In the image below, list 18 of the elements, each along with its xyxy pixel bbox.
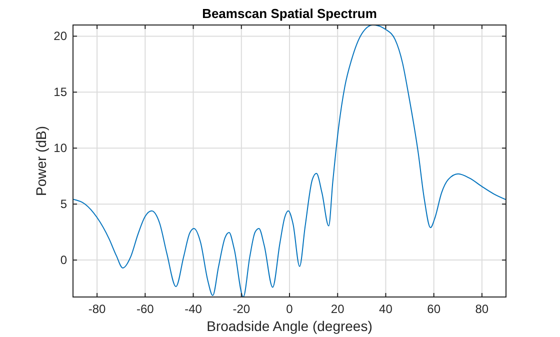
y-tick-label: 20 xyxy=(54,29,68,44)
y-tick-label: 0 xyxy=(60,253,68,268)
y-tick-label: 15 xyxy=(54,85,68,100)
x-tick-label: -80 xyxy=(88,302,106,316)
x-tick-label: 60 xyxy=(427,302,441,316)
x-tick-label: -40 xyxy=(184,302,202,316)
x-axis-title: Broadside Angle (degrees) xyxy=(206,318,372,334)
x-tick-label: 20 xyxy=(330,302,345,316)
y-tick-label: 5 xyxy=(60,197,68,212)
line-series xyxy=(73,24,506,298)
x-tick-label: 80 xyxy=(475,302,489,316)
y-axis-title: Power (dB) xyxy=(33,126,49,196)
x-tick-label: -20 xyxy=(232,302,250,316)
chart-title: Beamscan Spatial Spectrum xyxy=(202,6,377,21)
y-tick-label: 10 xyxy=(54,141,68,156)
x-tick-label: -60 xyxy=(136,302,154,316)
x-tick-label: 40 xyxy=(379,302,393,316)
x-tick-label: 0 xyxy=(286,302,294,316)
